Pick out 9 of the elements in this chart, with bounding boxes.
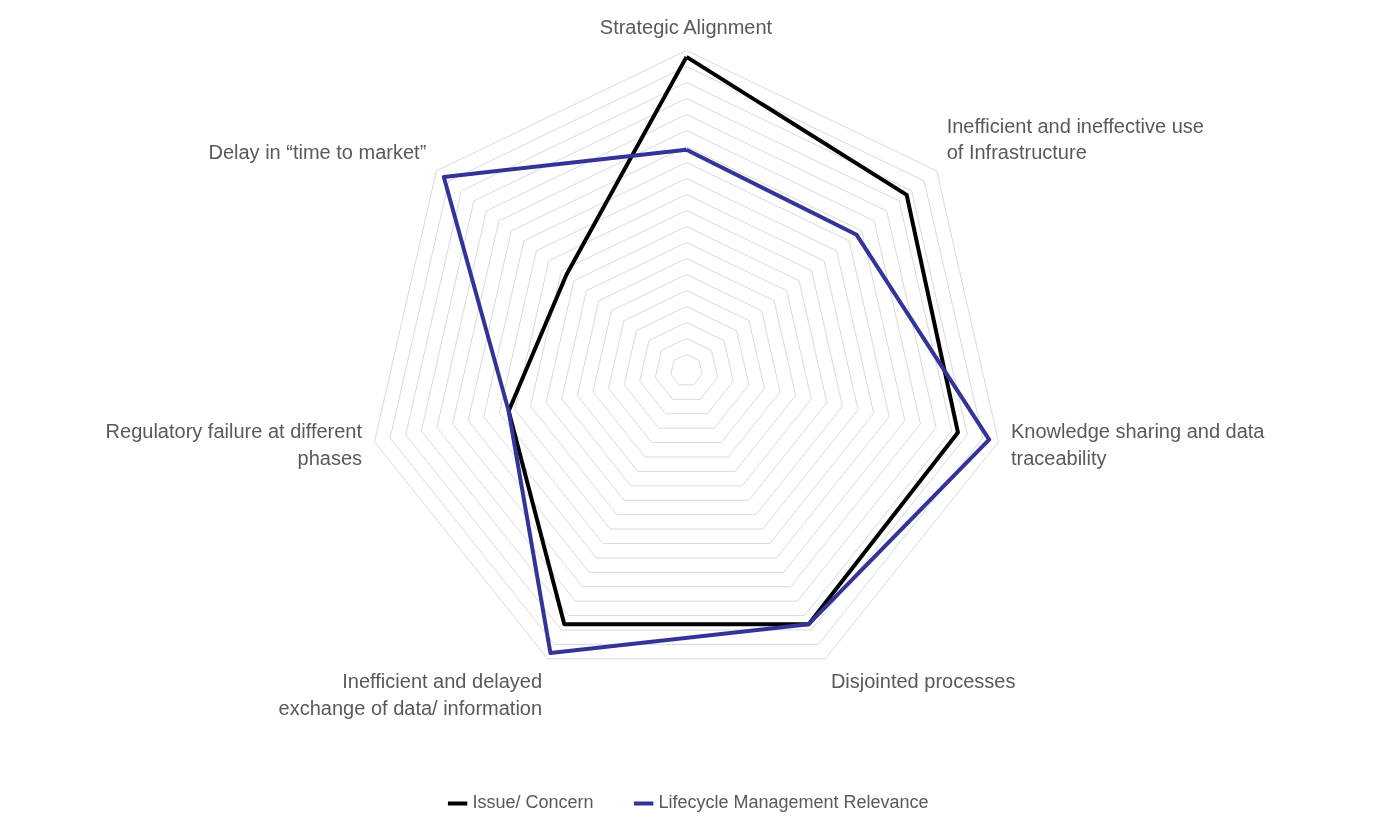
spoke-label: Delay in “time to market”	[208, 141, 427, 163]
legend-label: Lifecycle Management Relevance	[658, 792, 929, 813]
legend-label: Issue/ Concern	[472, 792, 594, 813]
spoke-label: Strategic Alignment	[599, 15, 773, 38]
spoke-label: Inefficient and ineffective use of Infrastructure	[946, 114, 1204, 163]
spoke-label: Disjointed processes	[830, 670, 1016, 693]
spoke-label: Regulatory failure at different phases	[105, 420, 363, 469]
spoke-label: Inefficient and delayed exchange of data/ information	[278, 670, 543, 719]
spoke-label: Knowledge sharing and data traceability	[1010, 420, 1266, 469]
